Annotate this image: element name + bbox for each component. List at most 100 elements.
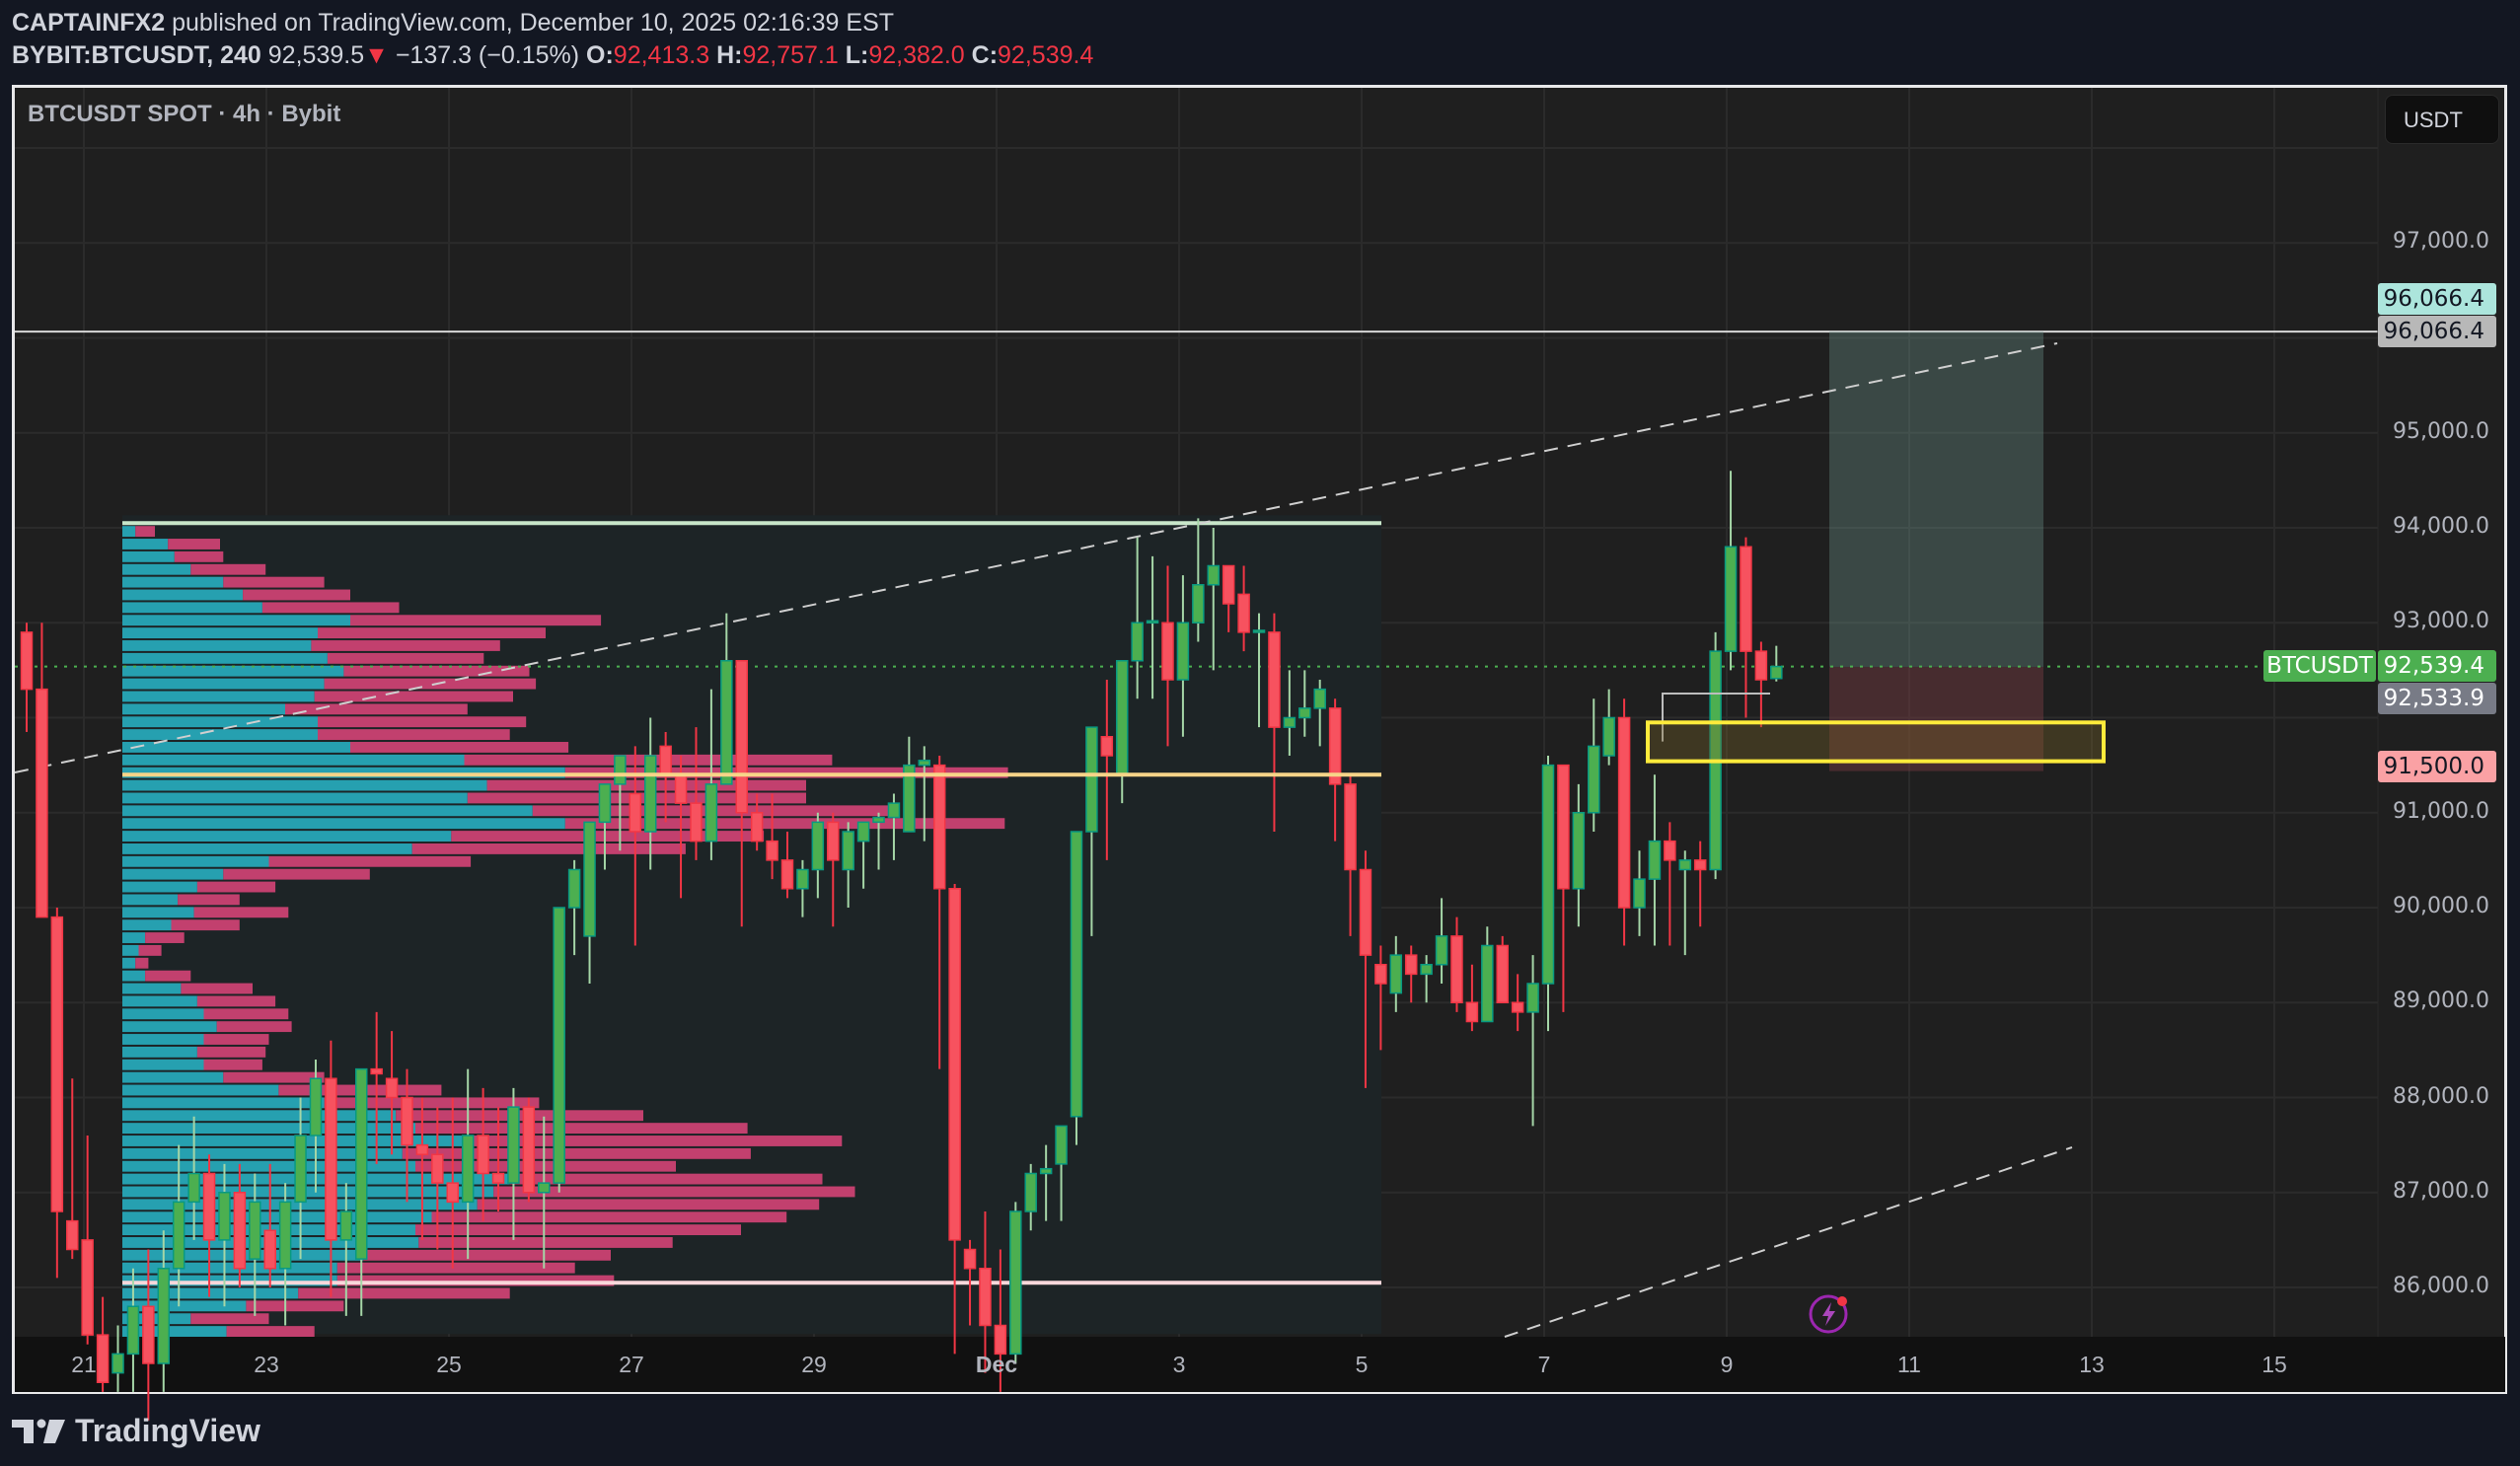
- stop-price-tag: 91,500.0: [2378, 751, 2496, 782]
- time-tick-label: 11: [1897, 1352, 1921, 1377]
- time-axis-band: [15, 1337, 2505, 1392]
- vp-down-bar: [223, 1071, 325, 1083]
- vp-up-bar: [122, 1046, 197, 1058]
- candle-up: [1313, 688, 1326, 709]
- vp-up-bar: [122, 589, 244, 601]
- channel-lower-line: [1504, 1146, 2073, 1338]
- vp-up-bar: [122, 1084, 279, 1096]
- stop-loss-zone: [1829, 667, 2043, 771]
- candle-down: [1450, 935, 1463, 1003]
- vp-down-bar: [350, 742, 569, 753]
- tradingview-logo[interactable]: TradingView: [12, 1413, 260, 1449]
- vp-up-bar: [122, 1287, 299, 1299]
- vp-down-bar: [246, 1300, 344, 1312]
- target-price-tag-top: 96,066.4: [2378, 283, 2496, 315]
- lightning-alert-icon[interactable]: [1809, 1292, 1848, 1334]
- candle-down: [994, 1324, 1007, 1356]
- candle-up: [339, 1210, 353, 1241]
- candle-up: [720, 660, 733, 785]
- candle-down: [1693, 859, 1707, 871]
- candle-up: [842, 831, 854, 871]
- candle-up: [887, 802, 901, 819]
- candle-down: [491, 1172, 505, 1184]
- time-tick-label: 29: [801, 1352, 827, 1377]
- vp-up-bar: [122, 792, 468, 804]
- candle-down: [932, 764, 946, 890]
- candle-down: [827, 821, 840, 861]
- vp-down-bar: [196, 881, 276, 893]
- vp-up-bar: [122, 627, 318, 639]
- vp-up-bar: [122, 1059, 204, 1070]
- vp-down-bar: [298, 1287, 510, 1299]
- currency-unit-button[interactable]: USDT: [2385, 95, 2499, 144]
- vp-up-bar: [122, 576, 224, 588]
- vp-up-bar: [122, 1147, 403, 1159]
- vp-up-bar: [122, 1110, 397, 1122]
- vp-down-bar: [318, 627, 546, 639]
- chart-legend[interactable]: BTCUSDT SPOT · 4h · Bybit: [28, 101, 341, 127]
- vp-up-bar: [122, 716, 318, 728]
- candle-up: [1283, 716, 1297, 728]
- vp-down-bar: [261, 602, 400, 614]
- vp-down-bar: [314, 691, 513, 702]
- vp-down-bar: [168, 539, 220, 550]
- take-profit-zone: [1829, 331, 2043, 668]
- symbol-name-tag: BTCUSDT: [2263, 650, 2376, 682]
- time-tick-label: 5: [1355, 1352, 1369, 1377]
- candle-up: [461, 1135, 475, 1204]
- vp-up-bar: [122, 602, 262, 614]
- vp-up-bar: [122, 957, 136, 969]
- breakout-bracket: [1662, 693, 1770, 742]
- candle-down: [50, 916, 64, 1212]
- vp-up-bar: [122, 818, 565, 830]
- candle-up: [1724, 546, 1738, 652]
- candle-up: [796, 868, 809, 890]
- chart-header: CAPTAINFX2 published on TradingView.com,…: [12, 6, 1093, 71]
- vp-down-bar: [564, 818, 1005, 830]
- vp-down-bar: [181, 983, 253, 994]
- candle-down: [36, 688, 48, 918]
- candle-up: [583, 821, 596, 937]
- vp-down-bar: [418, 1237, 673, 1248]
- vp-up-bar: [122, 1021, 217, 1033]
- candle-up: [1481, 944, 1494, 1023]
- vp-down-bar: [415, 1123, 748, 1135]
- candle-down: [325, 1077, 337, 1241]
- vp-up-bar: [122, 652, 328, 664]
- vp-down-bar: [363, 1249, 611, 1261]
- time-tick-label: 23: [254, 1352, 279, 1377]
- vp-down-bar: [402, 1147, 751, 1159]
- candle-up: [643, 755, 657, 833]
- time-tick-label: 25: [436, 1352, 462, 1377]
- vp-up-bar: [122, 1097, 325, 1109]
- candle-down: [1557, 764, 1570, 890]
- vp-down-bar: [226, 1326, 315, 1337]
- candle-up: [157, 1268, 171, 1364]
- candle-up: [1009, 1210, 1022, 1356]
- vp-up-bar: [122, 615, 350, 626]
- open-value: 92,413.3: [613, 41, 710, 69]
- target-price-tag-line: 96,066.4: [2378, 316, 2496, 347]
- candle-down: [96, 1334, 110, 1383]
- vp-up-bar: [122, 894, 179, 906]
- candle-up: [1770, 665, 1783, 680]
- candle-up: [126, 1305, 140, 1356]
- vp-down-bar: [174, 550, 224, 562]
- vp-down-bar: [203, 1059, 262, 1070]
- author-name[interactable]: CAPTAINFX2: [12, 9, 166, 37]
- candle-up: [1176, 622, 1190, 681]
- vp-up-bar: [122, 1262, 337, 1274]
- price-tick-label: 94,000.0: [2393, 514, 2489, 539]
- candle-down: [1359, 868, 1372, 956]
- close-value: 92,539.4: [998, 41, 1094, 69]
- candle-down: [629, 792, 642, 833]
- vp-down-bar: [467, 1136, 843, 1146]
- candle-down: [963, 1248, 977, 1270]
- vp-up-bar: [122, 742, 350, 753]
- price-tick-label: 86,000.0: [2393, 1274, 2489, 1298]
- time-tick-label: 3: [1172, 1352, 1186, 1377]
- candle-up: [507, 1106, 520, 1184]
- price-tick-label: 95,000.0: [2393, 418, 2489, 444]
- vp-up-bar: [122, 665, 344, 677]
